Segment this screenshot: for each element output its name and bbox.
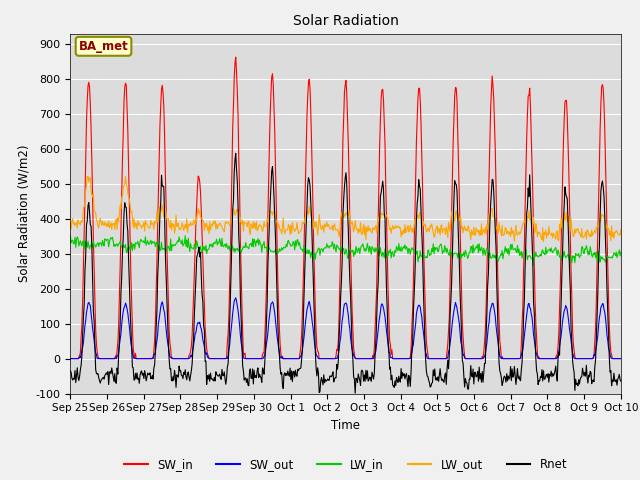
- Rnet: [414, 193, 422, 199]
- SW_in: [77, 350, 84, 356]
- Line: SW_in: SW_in: [70, 57, 621, 359]
- SW_out: [218, 356, 226, 361]
- Text: BA_met: BA_met: [79, 40, 129, 53]
- LW_out: [429, 229, 437, 235]
- Title: Solar Radiation: Solar Radiation: [292, 14, 399, 28]
- LW_in: [530, 263, 538, 268]
- SW_in: [429, 356, 437, 361]
- SW_in: [218, 356, 226, 361]
- SW_out: [429, 356, 437, 361]
- Line: SW_out: SW_out: [70, 298, 621, 359]
- Line: Rnet: Rnet: [70, 154, 621, 393]
- Y-axis label: Solar Radiation (W/m2): Solar Radiation (W/m2): [17, 145, 30, 282]
- SW_out: [617, 356, 625, 361]
- Rnet: [430, 373, 438, 379]
- LW_in: [413, 248, 421, 254]
- LW_in: [181, 233, 189, 239]
- LW_out: [413, 214, 421, 220]
- LW_out: [84, 173, 92, 179]
- LW_in: [429, 241, 437, 247]
- Legend: SW_in, SW_out, LW_in, LW_out, Rnet: SW_in, SW_out, LW_in, LW_out, Rnet: [119, 454, 572, 476]
- Line: LW_out: LW_out: [70, 176, 621, 241]
- SW_in: [617, 356, 625, 361]
- SW_in: [67, 356, 74, 361]
- SW_in: [189, 313, 196, 319]
- LW_out: [540, 239, 547, 244]
- Rnet: [67, 368, 74, 373]
- LW_out: [190, 217, 198, 223]
- Rnet: [351, 390, 359, 396]
- Rnet: [218, 367, 226, 372]
- LW_out: [134, 218, 141, 224]
- Rnet: [189, 346, 196, 351]
- Rnet: [133, 370, 141, 376]
- Rnet: [232, 151, 239, 156]
- SW_in: [413, 117, 421, 123]
- SW_in: [133, 356, 141, 361]
- SW_out: [232, 295, 239, 300]
- LW_in: [219, 243, 227, 249]
- Rnet: [77, 367, 84, 373]
- Rnet: [617, 378, 625, 384]
- LW_out: [219, 226, 227, 232]
- Line: LW_in: LW_in: [70, 236, 621, 265]
- SW_in: [232, 54, 239, 60]
- LW_in: [190, 246, 198, 252]
- LW_in: [133, 241, 141, 247]
- SW_out: [77, 355, 84, 360]
- LW_out: [617, 227, 625, 232]
- X-axis label: Time: Time: [331, 419, 360, 432]
- SW_out: [67, 356, 74, 361]
- LW_in: [617, 249, 625, 255]
- LW_in: [77, 238, 84, 244]
- SW_out: [189, 347, 196, 353]
- LW_out: [67, 221, 74, 227]
- LW_in: [67, 233, 74, 239]
- SW_out: [133, 356, 141, 361]
- LW_out: [77, 222, 84, 228]
- SW_out: [413, 307, 421, 312]
